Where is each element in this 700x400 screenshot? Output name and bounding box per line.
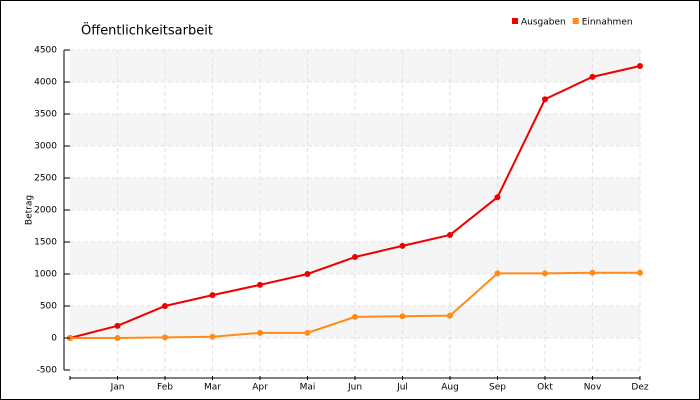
- point: [352, 313, 358, 320]
- point: [399, 242, 406, 249]
- point: [352, 254, 358, 261]
- x-tick-label: Apr: [252, 383, 268, 393]
- legend-swatch: [572, 18, 579, 24]
- y-tick-label: -500: [37, 366, 58, 376]
- legend-swatch: [512, 18, 518, 24]
- y-tick-label: 2000: [34, 206, 57, 216]
- point: [257, 329, 263, 336]
- x-tick-label: Aug: [441, 383, 459, 393]
- point: [114, 322, 121, 329]
- x-tick-label: Dez: [631, 383, 648, 393]
- y-tick-label: 1000: [34, 270, 57, 280]
- y-tick-label: 500: [40, 302, 57, 312]
- y-tick-label: 4000: [34, 78, 57, 88]
- chart-title: Öffentlichkeitsarbeit: [81, 22, 213, 39]
- y-tick-label: 1500: [34, 238, 57, 248]
- legend-label: Ausgaben: [521, 18, 566, 28]
- x-tick-label: Mar: [204, 383, 221, 393]
- x-tick-label: Feb: [157, 383, 173, 393]
- y-axis-label: Betrag: [25, 195, 35, 225]
- x-tick-label: Jun: [347, 383, 362, 393]
- point: [399, 313, 406, 320]
- point: [589, 73, 596, 80]
- point: [209, 333, 216, 340]
- y-tick-label: 4500: [34, 46, 57, 56]
- y-tick-label: 3500: [34, 110, 57, 120]
- point: [447, 312, 453, 319]
- x-tick-label: Okt: [537, 383, 553, 393]
- point: [637, 63, 643, 69]
- y-tick-label: 0: [51, 334, 57, 344]
- legend-label: Einnahmen: [582, 18, 633, 28]
- y-tick-label: 2500: [34, 174, 57, 184]
- x-tick-label: Jan: [110, 383, 125, 393]
- point: [209, 292, 216, 299]
- point: [114, 335, 121, 341]
- point: [162, 334, 168, 341]
- point: [494, 270, 501, 277]
- point: [162, 303, 168, 309]
- point: [257, 281, 263, 288]
- point: [447, 231, 453, 238]
- point: [637, 269, 643, 276]
- point: [542, 96, 548, 103]
- point: [304, 329, 311, 336]
- point: [542, 270, 548, 277]
- x-tick-label: Jul: [396, 383, 408, 393]
- x-tick-label: Mai: [300, 383, 316, 393]
- point: [494, 194, 501, 201]
- point: [304, 271, 311, 277]
- x-tick-label: Sep: [489, 383, 506, 393]
- point: [589, 269, 596, 276]
- y-tick-label: 3000: [34, 142, 57, 152]
- x-tick-label: Nov: [584, 383, 602, 393]
